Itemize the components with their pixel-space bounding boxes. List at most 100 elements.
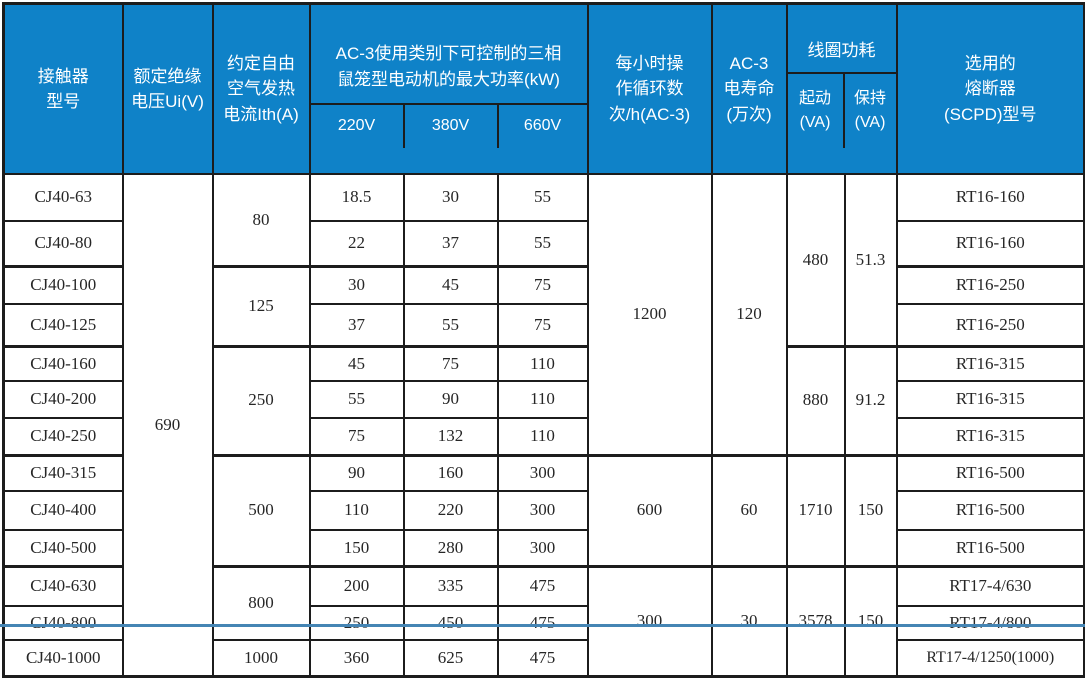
- fuse-cell: RT16-500: [895, 529, 1085, 567]
- table-row: CJ40-200 55 90 110 RT16-315: [2, 380, 1085, 419]
- header-thermal-current: 约定自由 空气发热 电流Ith(A): [211, 2, 311, 175]
- power-380-cell: 37: [402, 220, 499, 267]
- coil-hold-merged-cell: 150: [843, 564, 898, 677]
- model-cell: CJ40-1000: [2, 639, 124, 677]
- power-380-cell: 132: [402, 417, 499, 456]
- power-380-cell: 450: [402, 605, 499, 641]
- ith-merged-cell: 800: [211, 564, 311, 641]
- power-380-cell: 90: [402, 380, 499, 419]
- power-220-cell: 45: [308, 344, 405, 382]
- power-660-cell: 75: [496, 264, 589, 305]
- header-insulation-voltage: 额定绝缘 电压Ui(V): [121, 2, 214, 175]
- model-cell: CJ40-630: [2, 564, 124, 607]
- table-row: CJ40-315 500 90 160 300 600 60 1710 150 …: [2, 453, 1085, 567]
- model-cell: CJ40-500: [2, 529, 124, 567]
- power-220-cell: 18.5: [308, 173, 405, 222]
- table-row: CJ40-400 110 220 300 RT16-500: [2, 490, 1085, 531]
- life-merged-cell: 120: [710, 173, 788, 456]
- coil-start-merged-cell: 3578: [785, 564, 846, 677]
- power-380-cell: 30: [402, 173, 499, 222]
- power-220-cell: 22: [308, 220, 405, 267]
- header-fuse: 选用的 熔断器 (SCPD)型号: [895, 2, 1085, 175]
- model-cell: CJ40-200: [2, 380, 124, 419]
- ith-merged-cell: 80: [211, 173, 311, 267]
- ops-merged-cell: 1200: [586, 173, 713, 456]
- power-660-cell: 55: [496, 173, 589, 222]
- table-row: CJ40-80 22 37 55 RT16-160: [2, 220, 1085, 267]
- power-380-cell: 220: [402, 490, 499, 531]
- model-cell: CJ40-80: [2, 220, 124, 267]
- subheader-380v: 380V: [402, 104, 497, 148]
- power-220-cell: 37: [308, 303, 405, 347]
- fuse-cell: RT16-160: [895, 173, 1085, 222]
- fuse-cell: RT16-315: [895, 380, 1085, 419]
- ith-merged-cell: 500: [211, 453, 311, 567]
- coil-hold-merged-cell: 91.2: [843, 344, 898, 456]
- coil-group-title: 线圈功耗: [807, 41, 876, 61]
- table-row: CJ40-125 37 55 75 RT16-250: [2, 303, 1085, 347]
- power-380-cell: 280: [402, 529, 499, 567]
- header-power-group: AC-3使用类别下可控制的三相 鼠笼型电动机的最大功率(kW) 220V 380…: [308, 2, 589, 175]
- coil-group-wrap: 线圈功耗 起动 (VA) 保持 (VA): [787, 31, 896, 148]
- coil-hold-merged-cell: 150: [843, 453, 898, 567]
- power-220-cell: 75: [308, 417, 405, 456]
- life-merged-cell: 60: [710, 453, 788, 567]
- power-660-cell: 110: [496, 380, 589, 419]
- power-660-cell: 475: [496, 639, 589, 677]
- power-660-cell: 110: [496, 417, 589, 456]
- fuse-cell: RT16-250: [895, 303, 1085, 347]
- table-row: CJ40-100 125 30 45 75 RT16-250: [2, 264, 1085, 347]
- model-cell: CJ40-125: [2, 303, 124, 347]
- coil-hold-merged-cell: 51.3: [843, 173, 898, 347]
- fuse-cell: RT16-500: [895, 490, 1085, 531]
- power-660-cell: 300: [496, 490, 589, 531]
- power-220-cell: 55: [308, 380, 405, 419]
- fuse-cell: RT16-250: [895, 264, 1085, 305]
- model-cell: CJ40-800: [2, 605, 124, 641]
- power-220-cell: 200: [308, 564, 405, 607]
- fuse-cell: RT16-500: [895, 453, 1085, 492]
- model-cell: CJ40-160: [2, 344, 124, 382]
- power-660-cell: 300: [496, 529, 589, 567]
- header-model: 接触器 型号: [2, 2, 124, 175]
- power-660-cell: 475: [496, 605, 589, 641]
- power-220-cell: 30: [308, 264, 405, 305]
- power-group-wrap: AC-3使用类别下可控制的三相 鼠笼型电动机的最大功率(kW) 220V 380…: [310, 31, 587, 148]
- power-380-cell: 335: [402, 564, 499, 607]
- table-row: CJ40-500 150 280 300 RT16-500: [2, 529, 1085, 567]
- power-380-cell: 55: [402, 303, 499, 347]
- ith-merged-cell: 125: [211, 264, 311, 347]
- power-220-cell: 90: [308, 453, 405, 492]
- power-660-cell: 55: [496, 220, 589, 267]
- fuse-cell: RT16-315: [895, 417, 1085, 456]
- power-660-cell: 75: [496, 303, 589, 347]
- subheader-coil-hold: 保持 (VA): [842, 73, 896, 148]
- power-220-cell: 250: [308, 605, 405, 641]
- subheader-220v: 220V: [337, 117, 376, 134]
- power-220-cell: 110: [308, 490, 405, 531]
- header-ops-per-hour: 每小时操 作循环数 次/h(AC-3): [586, 2, 713, 175]
- model-cell: CJ40-250: [2, 417, 124, 456]
- fuse-cell: RT16-315: [895, 344, 1085, 382]
- fuse-cell: RT17-4/1250(1000): [895, 639, 1085, 677]
- power-380-cell: 160: [402, 453, 499, 492]
- model-cell: CJ40-400: [2, 490, 124, 531]
- bottom-accent-strip: [0, 624, 1085, 627]
- header-row: 接触器 型号 额定绝缘 电压Ui(V) 约定自由 空气发热 电流Ith(A) A…: [2, 2, 1085, 175]
- model-cell: CJ40-315: [2, 453, 124, 492]
- coil-start-merged-cell: 1710: [785, 453, 846, 567]
- power-subheaders: 220V 380V 660V: [310, 102, 587, 148]
- subheader-660v: 660V: [496, 104, 587, 148]
- power-660-cell: 300: [496, 453, 589, 492]
- life-merged-cell: 30: [710, 564, 788, 677]
- power-220-cell: 150: [308, 529, 405, 567]
- subheader-coil-start: 起动 (VA): [799, 89, 832, 131]
- model-cell: CJ40-63: [2, 173, 124, 222]
- power-group-title: AC-3使用类别下可控制的三相 鼠笼型电动机的最大功率(kW): [335, 44, 562, 89]
- model-cell: CJ40-100: [2, 264, 124, 305]
- fuse-cell: RT17-4/800: [895, 605, 1085, 641]
- table-row: CJ40-250 75 132 110 RT16-315: [2, 417, 1085, 456]
- power-380-cell: 625: [402, 639, 499, 677]
